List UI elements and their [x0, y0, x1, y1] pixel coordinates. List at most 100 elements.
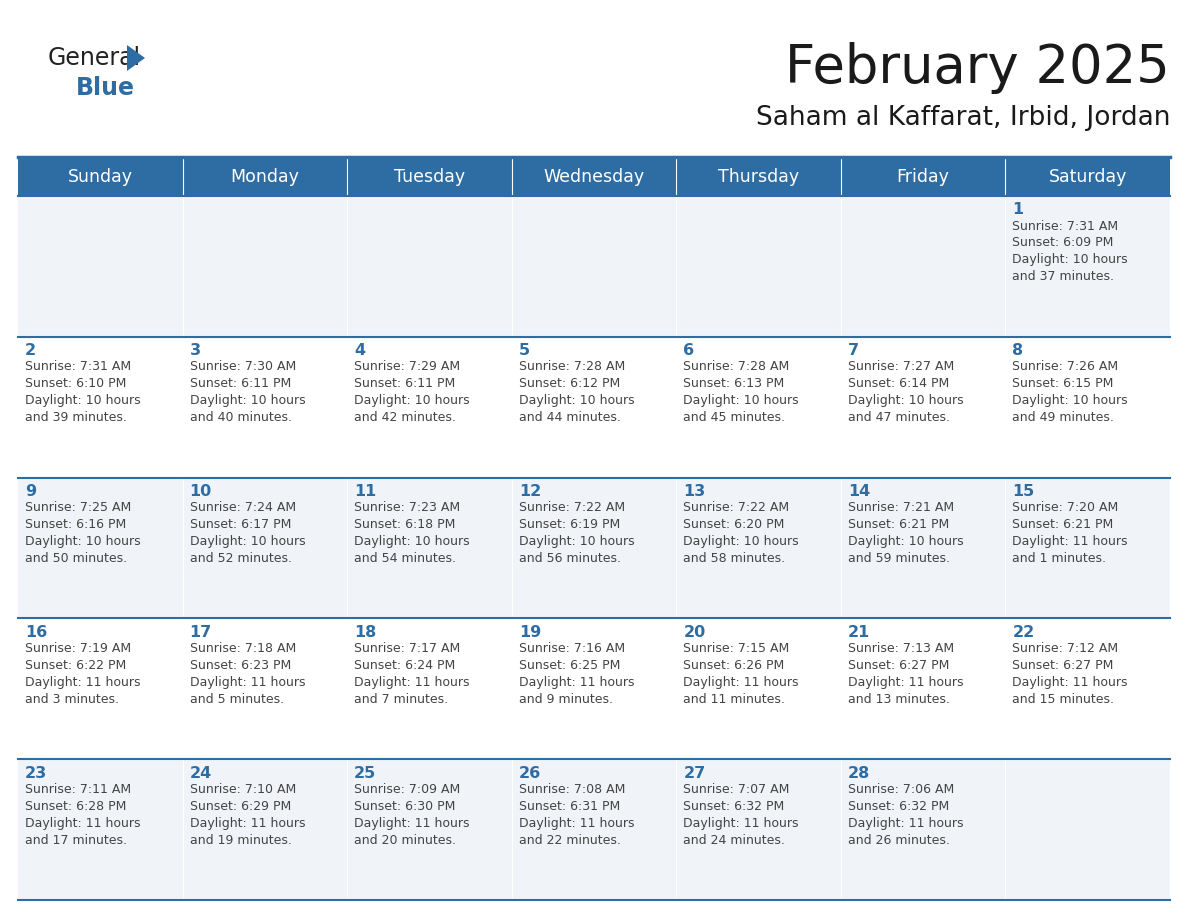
Text: Sunset: 6:29 PM: Sunset: 6:29 PM	[190, 800, 291, 812]
Text: Thursday: Thursday	[718, 168, 800, 186]
Text: Sunset: 6:22 PM: Sunset: 6:22 PM	[25, 659, 126, 672]
Text: February 2025: February 2025	[785, 42, 1170, 94]
Text: 18: 18	[354, 625, 377, 640]
Text: 21: 21	[848, 625, 870, 640]
Text: and 11 minutes.: and 11 minutes.	[683, 693, 785, 706]
Text: Sunrise: 7:10 AM: Sunrise: 7:10 AM	[190, 783, 296, 796]
Text: Sunday: Sunday	[68, 168, 133, 186]
Text: and 13 minutes.: and 13 minutes.	[848, 693, 949, 706]
Text: and 49 minutes.: and 49 minutes.	[1012, 411, 1114, 424]
Text: Daylight: 10 hours: Daylight: 10 hours	[25, 535, 140, 548]
Text: Daylight: 11 hours: Daylight: 11 hours	[683, 817, 798, 830]
Text: Sunset: 6:17 PM: Sunset: 6:17 PM	[190, 518, 291, 532]
Text: Sunset: 6:11 PM: Sunset: 6:11 PM	[354, 377, 455, 390]
Text: General: General	[48, 46, 141, 70]
Text: Sunset: 6:19 PM: Sunset: 6:19 PM	[519, 518, 620, 532]
Text: 26: 26	[519, 766, 541, 780]
Bar	[18, 196, 1170, 337]
Text: Sunrise: 7:15 AM: Sunrise: 7:15 AM	[683, 642, 790, 655]
Text: 20: 20	[683, 625, 706, 640]
Text: Daylight: 10 hours: Daylight: 10 hours	[848, 395, 963, 408]
Text: 14: 14	[848, 484, 870, 499]
Text: Daylight: 11 hours: Daylight: 11 hours	[25, 676, 140, 688]
Text: Wednesday: Wednesday	[543, 168, 645, 186]
Text: Sunset: 6:24 PM: Sunset: 6:24 PM	[354, 659, 455, 672]
Text: and 42 minutes.: and 42 minutes.	[354, 411, 456, 424]
Text: Daylight: 10 hours: Daylight: 10 hours	[190, 395, 305, 408]
Text: Sunset: 6:28 PM: Sunset: 6:28 PM	[25, 800, 126, 812]
Text: 24: 24	[190, 766, 211, 780]
Text: Saturday: Saturday	[1049, 168, 1127, 186]
Bar	[18, 619, 1170, 759]
Text: Sunrise: 7:09 AM: Sunrise: 7:09 AM	[354, 783, 461, 796]
Text: Sunrise: 7:16 AM: Sunrise: 7:16 AM	[519, 642, 625, 655]
Text: Daylight: 10 hours: Daylight: 10 hours	[190, 535, 305, 548]
Text: Sunrise: 7:18 AM: Sunrise: 7:18 AM	[190, 642, 296, 655]
Text: and 9 minutes.: and 9 minutes.	[519, 693, 613, 706]
Text: Daylight: 10 hours: Daylight: 10 hours	[25, 395, 140, 408]
Text: and 1 minutes.: and 1 minutes.	[1012, 552, 1106, 565]
Bar	[18, 337, 1170, 477]
Text: 13: 13	[683, 484, 706, 499]
Text: and 17 minutes.: and 17 minutes.	[25, 834, 127, 846]
Text: 25: 25	[354, 766, 377, 780]
Text: Daylight: 11 hours: Daylight: 11 hours	[1012, 535, 1127, 548]
Text: and 15 minutes.: and 15 minutes.	[1012, 693, 1114, 706]
Text: Sunset: 6:30 PM: Sunset: 6:30 PM	[354, 800, 455, 812]
Text: Saham al Kaffarat, Irbid, Jordan: Saham al Kaffarat, Irbid, Jordan	[756, 105, 1170, 131]
Bar	[18, 759, 1170, 900]
Text: 27: 27	[683, 766, 706, 780]
Bar	[18, 477, 1170, 619]
Text: Sunset: 6:23 PM: Sunset: 6:23 PM	[190, 659, 291, 672]
Text: and 26 minutes.: and 26 minutes.	[848, 834, 949, 846]
Text: Sunset: 6:32 PM: Sunset: 6:32 PM	[848, 800, 949, 812]
Text: Sunrise: 7:19 AM: Sunrise: 7:19 AM	[25, 642, 131, 655]
Text: Sunset: 6:21 PM: Sunset: 6:21 PM	[1012, 518, 1113, 532]
Text: Sunset: 6:11 PM: Sunset: 6:11 PM	[190, 377, 291, 390]
Text: Sunrise: 7:08 AM: Sunrise: 7:08 AM	[519, 783, 625, 796]
Text: Sunrise: 7:20 AM: Sunrise: 7:20 AM	[1012, 501, 1119, 514]
Text: and 20 minutes.: and 20 minutes.	[354, 834, 456, 846]
Text: Daylight: 10 hours: Daylight: 10 hours	[683, 535, 798, 548]
Text: 23: 23	[25, 766, 48, 780]
Text: 15: 15	[1012, 484, 1035, 499]
Text: Daylight: 10 hours: Daylight: 10 hours	[1012, 395, 1129, 408]
Text: Daylight: 10 hours: Daylight: 10 hours	[683, 395, 798, 408]
Text: and 37 minutes.: and 37 minutes.	[1012, 271, 1114, 284]
Text: Sunrise: 7:31 AM: Sunrise: 7:31 AM	[25, 360, 131, 374]
Text: 2: 2	[25, 343, 36, 358]
Text: Tuesday: Tuesday	[394, 168, 465, 186]
Text: 12: 12	[519, 484, 541, 499]
Text: Sunset: 6:18 PM: Sunset: 6:18 PM	[354, 518, 455, 532]
Text: Sunrise: 7:24 AM: Sunrise: 7:24 AM	[190, 501, 296, 514]
Text: Sunset: 6:14 PM: Sunset: 6:14 PM	[848, 377, 949, 390]
Text: Sunrise: 7:07 AM: Sunrise: 7:07 AM	[683, 783, 790, 796]
Text: Sunset: 6:27 PM: Sunset: 6:27 PM	[848, 659, 949, 672]
Text: Sunset: 6:15 PM: Sunset: 6:15 PM	[1012, 377, 1114, 390]
Text: and 58 minutes.: and 58 minutes.	[683, 552, 785, 565]
Text: Sunset: 6:26 PM: Sunset: 6:26 PM	[683, 659, 784, 672]
Text: and 40 minutes.: and 40 minutes.	[190, 411, 291, 424]
Bar	[18, 158, 1170, 196]
Text: Daylight: 11 hours: Daylight: 11 hours	[519, 817, 634, 830]
Text: Sunset: 6:16 PM: Sunset: 6:16 PM	[25, 518, 126, 532]
Text: Daylight: 11 hours: Daylight: 11 hours	[848, 817, 963, 830]
Text: 19: 19	[519, 625, 541, 640]
Text: Daylight: 10 hours: Daylight: 10 hours	[848, 535, 963, 548]
Text: 10: 10	[190, 484, 211, 499]
Text: Sunrise: 7:30 AM: Sunrise: 7:30 AM	[190, 360, 296, 374]
Text: Daylight: 10 hours: Daylight: 10 hours	[519, 395, 634, 408]
Text: Daylight: 11 hours: Daylight: 11 hours	[1012, 676, 1127, 688]
Text: Blue: Blue	[76, 76, 135, 100]
Text: Sunrise: 7:31 AM: Sunrise: 7:31 AM	[1012, 219, 1119, 232]
Text: Sunset: 6:12 PM: Sunset: 6:12 PM	[519, 377, 620, 390]
Text: Sunrise: 7:29 AM: Sunrise: 7:29 AM	[354, 360, 460, 374]
Text: and 5 minutes.: and 5 minutes.	[190, 693, 284, 706]
Text: Sunrise: 7:22 AM: Sunrise: 7:22 AM	[519, 501, 625, 514]
Text: 5: 5	[519, 343, 530, 358]
Text: Daylight: 11 hours: Daylight: 11 hours	[683, 676, 798, 688]
Text: Friday: Friday	[897, 168, 949, 186]
Text: 11: 11	[354, 484, 377, 499]
Text: 22: 22	[1012, 625, 1035, 640]
Text: Daylight: 11 hours: Daylight: 11 hours	[354, 817, 469, 830]
